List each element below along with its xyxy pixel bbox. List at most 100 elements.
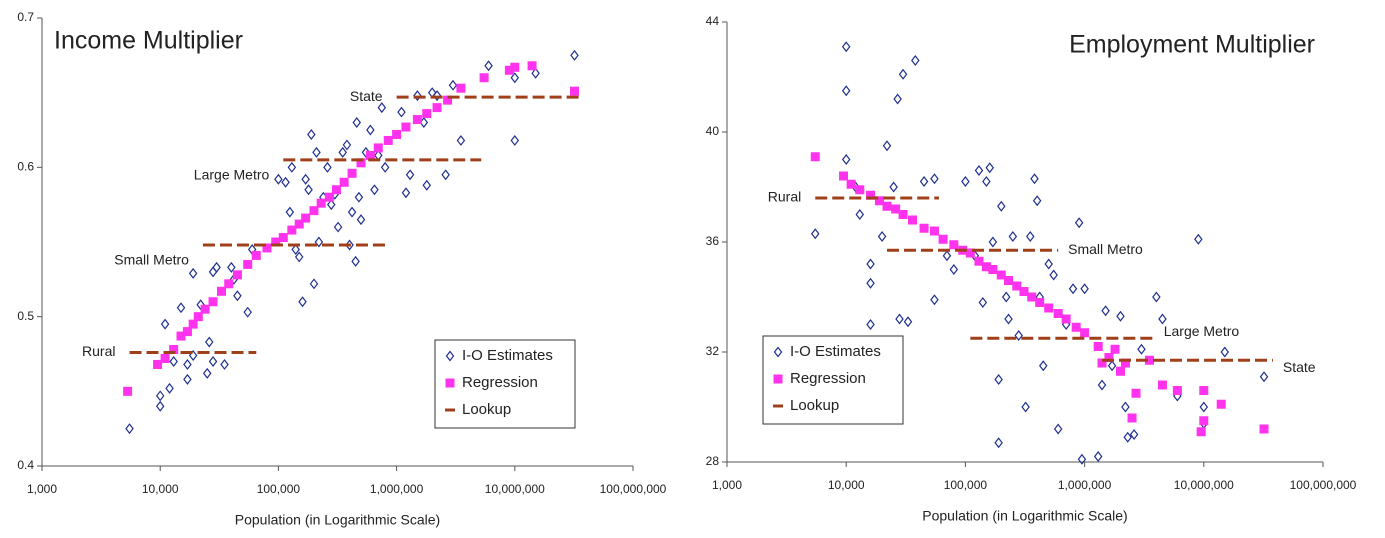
point (866, 258, 875, 270)
legend-label: I-O Estimates (462, 347, 553, 364)
x-tick-label: 100,000 (257, 482, 301, 496)
point (919, 223, 929, 233)
point (919, 176, 929, 187)
point (841, 154, 851, 165)
point (1220, 346, 1230, 358)
y-tick-label: 44 (706, 14, 720, 28)
point (1199, 401, 1209, 413)
legend-label: Regression (790, 370, 866, 387)
point (1001, 291, 1011, 303)
point (1101, 305, 1110, 317)
point (216, 286, 226, 296)
point (893, 93, 902, 105)
point (304, 184, 313, 196)
legend-box (434, 339, 576, 429)
point (165, 382, 174, 394)
point (877, 231, 887, 242)
point (405, 169, 415, 181)
point (323, 161, 332, 173)
point (929, 226, 939, 236)
segment-label: Rural (768, 189, 801, 205)
point (866, 277, 875, 289)
point (351, 255, 360, 267)
point (397, 106, 406, 118)
y-tick-label: 36 (706, 234, 720, 248)
point (1259, 424, 1269, 434)
point (176, 302, 186, 314)
point (1080, 328, 1090, 338)
y-tick-label: 32 (706, 344, 720, 358)
point (510, 62, 520, 72)
point (527, 61, 537, 71)
point (123, 386, 133, 396)
point (380, 161, 390, 173)
point (448, 79, 458, 91)
point (949, 264, 959, 275)
point (1071, 322, 1081, 332)
point (301, 173, 310, 185)
point (882, 140, 892, 152)
point (1061, 314, 1071, 324)
point (1053, 423, 1063, 435)
point (1027, 292, 1037, 302)
point (810, 228, 820, 240)
point (281, 176, 290, 188)
point (996, 270, 1006, 280)
point (314, 236, 324, 248)
point (383, 135, 393, 145)
x-tick-label: 1,000,000 (370, 482, 424, 496)
point (274, 173, 283, 185)
point (981, 262, 991, 272)
point (401, 187, 411, 199)
point (908, 215, 918, 225)
point (298, 296, 307, 308)
point (1107, 360, 1117, 372)
point (392, 129, 402, 139)
point (183, 358, 192, 370)
point (309, 206, 319, 216)
point (1030, 173, 1039, 185)
point (1110, 344, 1120, 354)
point (339, 177, 349, 187)
point (930, 173, 939, 185)
point (570, 49, 579, 61)
chart-title: Employment Multiplier (1069, 31, 1315, 59)
legend-box (762, 335, 904, 425)
point (182, 327, 192, 337)
point (531, 67, 540, 79)
point (1044, 258, 1053, 270)
point (188, 267, 198, 279)
point (1097, 358, 1107, 368)
legend-label: Lookup (462, 401, 511, 418)
point (1038, 360, 1048, 372)
point (193, 312, 203, 322)
point (1129, 429, 1139, 440)
y-tick-label: 0.7 (17, 10, 34, 24)
point (285, 206, 295, 218)
legend-label: Lookup (790, 397, 839, 414)
point (243, 306, 252, 318)
point (985, 162, 994, 174)
point (510, 134, 520, 146)
x-axis-label: Population (in Logarithmic Scale) (922, 508, 1127, 524)
point (208, 297, 218, 307)
point (949, 240, 959, 250)
point (988, 236, 998, 248)
point (422, 109, 432, 119)
segment-label: Large Metro (194, 167, 270, 183)
point (930, 294, 939, 306)
point (338, 146, 347, 158)
point (1172, 386, 1182, 395)
point (1104, 353, 1114, 362)
point (413, 90, 422, 102)
point (898, 68, 908, 80)
point (370, 184, 379, 196)
point (882, 201, 892, 211)
point (1097, 379, 1107, 391)
point (441, 169, 450, 181)
point (1196, 427, 1206, 437)
point (251, 250, 261, 260)
point (1259, 371, 1269, 383)
point (160, 353, 170, 363)
legend-label: I-O Estimates (790, 343, 881, 360)
